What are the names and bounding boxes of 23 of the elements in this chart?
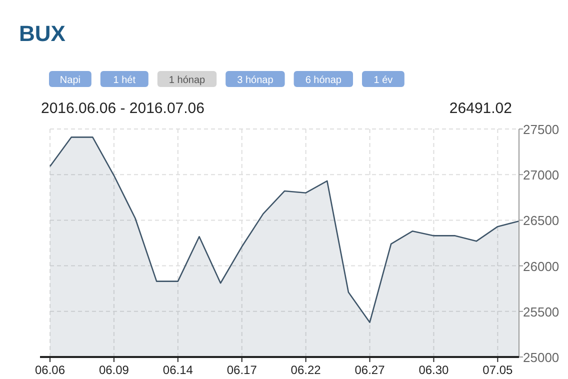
y-tick-label: 26500 [523,213,560,228]
x-tick-label: 06.17 [226,363,258,377]
text: Napi [60,75,80,86]
text: 26491.02 [449,100,512,117]
text: 1 hét [113,75,136,86]
x-tick-label: 07.05 [482,363,514,377]
x-tick-label: 06.30 [418,363,450,377]
y-tick-label: 25000 [523,350,560,365]
text: 1 év [374,75,393,86]
y-tick-label: 26000 [523,258,560,274]
text: 3 hónap [237,75,274,86]
y-tick-label: 25500 [523,304,560,320]
chart-title: BUX [19,21,66,46]
chart-subtitle: 2016.06.06 - 2016.07.06 [41,100,204,117]
x-tick-label: 06.27 [354,363,386,377]
y-tick-label: 27000 [523,168,560,183]
text: 6 hónap [305,75,342,86]
x-tick-label: 06.09 [98,363,130,377]
x-tick-label: 06.14 [162,363,194,377]
text: 1 hónap [168,75,206,86]
y-tick-label: 27500 [523,122,560,137]
x-tick-label: 06.06 [34,363,66,377]
x-tick-label: 06.22 [290,363,322,377]
